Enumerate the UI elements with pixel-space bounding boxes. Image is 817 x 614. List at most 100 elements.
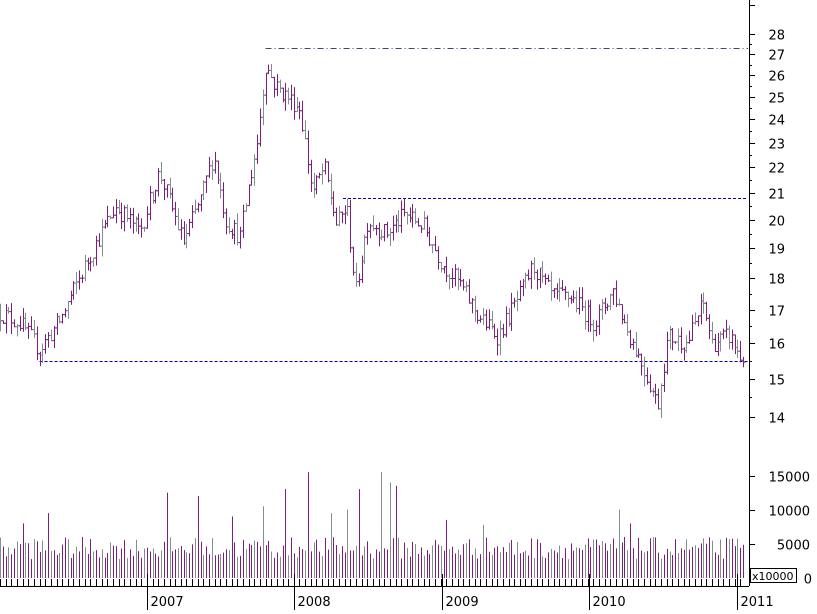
price-tick-label: 26	[768, 70, 785, 85]
price-bar	[255, 134, 260, 164]
price-bar	[495, 328, 500, 356]
price-bar	[156, 168, 161, 197]
price-bar	[131, 207, 136, 234]
x-tick-label: 2011	[741, 595, 774, 610]
price-bar	[103, 219, 108, 229]
price-bar	[340, 211, 345, 224]
volume-tick-label: 15000	[769, 471, 810, 486]
price-bar	[326, 161, 331, 183]
price-bar	[614, 280, 619, 308]
price-bar	[682, 347, 687, 361]
svg-text:x10000: x10000	[752, 570, 794, 583]
price-bar	[122, 205, 127, 232]
price-bar	[436, 246, 441, 270]
price-tick-label: 24	[768, 114, 785, 129]
price-bar	[264, 72, 269, 105]
price-bar	[605, 303, 610, 311]
price-bar	[738, 341, 743, 363]
price-bar	[289, 84, 294, 111]
price-bar	[148, 185, 153, 221]
price-bar	[26, 322, 31, 339]
price-bar	[600, 299, 605, 320]
price-tick-label: 16	[768, 338, 785, 353]
price-bar	[741, 356, 746, 368]
price-bar	[230, 228, 235, 239]
price-bar	[557, 278, 562, 302]
price-bar	[634, 332, 639, 358]
price-bar	[399, 200, 404, 233]
price-bar	[467, 279, 472, 304]
price-bar	[80, 274, 85, 283]
price-tick-label: 15	[768, 374, 785, 389]
price-tick-label: 21	[768, 188, 785, 203]
price-bar	[35, 326, 40, 361]
price-bar	[453, 264, 458, 287]
price-bar	[77, 270, 82, 290]
price-bar	[320, 163, 325, 185]
price-bar	[4, 304, 9, 334]
price-bar	[529, 260, 534, 289]
price-bar	[151, 191, 156, 204]
price-tick-label: 18	[768, 273, 785, 288]
price-bar	[552, 287, 557, 298]
price-bar	[314, 175, 319, 195]
price-bar	[693, 312, 698, 325]
price-bar	[119, 202, 124, 229]
price-bar	[204, 175, 209, 193]
x-tick-label: 2007	[151, 595, 184, 610]
price-bar	[684, 335, 689, 353]
price-bar	[540, 261, 545, 284]
price-bar	[396, 210, 401, 233]
price-bar	[394, 214, 399, 233]
price-tick-label: 19	[768, 243, 785, 258]
x-tick-label: 2010	[593, 595, 626, 610]
price-bar	[201, 180, 206, 201]
price-bar	[63, 308, 68, 318]
price-bar	[86, 257, 91, 271]
price-bar	[656, 388, 661, 410]
price-bar	[360, 255, 365, 284]
price-bar	[391, 215, 396, 241]
price-bar	[611, 288, 616, 306]
price-bar	[266, 64, 271, 75]
price-bar	[329, 173, 334, 205]
price-bar	[94, 235, 99, 266]
price-bar	[439, 261, 444, 273]
price-bar	[292, 87, 297, 120]
price-bar	[571, 290, 576, 303]
price-bar	[543, 273, 548, 286]
price-bar	[258, 108, 263, 147]
price-bar	[444, 256, 449, 283]
price-bar	[323, 158, 328, 175]
price-bar	[566, 291, 571, 308]
price-bar	[388, 227, 393, 247]
price-bar	[365, 223, 370, 245]
price-bar	[518, 280, 523, 302]
price-bar	[182, 221, 187, 245]
price-bar	[382, 224, 387, 242]
price-bar	[425, 215, 430, 237]
price-bar	[9, 302, 14, 334]
price-bar	[653, 383, 658, 404]
x-tick-label: 2009	[446, 595, 479, 610]
price-bar	[379, 229, 384, 241]
price-bar	[145, 206, 150, 229]
price-bar	[577, 287, 582, 315]
price-bar	[408, 207, 413, 223]
price-bar	[670, 328, 675, 351]
price-bar	[300, 100, 305, 132]
price-bar	[52, 326, 57, 348]
price-bar	[272, 76, 277, 98]
price-bar	[286, 87, 291, 105]
price-bar	[659, 383, 664, 419]
price-bar	[153, 189, 158, 204]
price-bar	[512, 297, 517, 308]
price-bar	[442, 266, 447, 274]
price-bar	[193, 199, 198, 214]
price-bar	[21, 308, 26, 332]
price-bar	[662, 363, 667, 392]
price-bar	[111, 206, 116, 219]
price-bar	[628, 329, 633, 349]
price-bar	[97, 233, 102, 247]
